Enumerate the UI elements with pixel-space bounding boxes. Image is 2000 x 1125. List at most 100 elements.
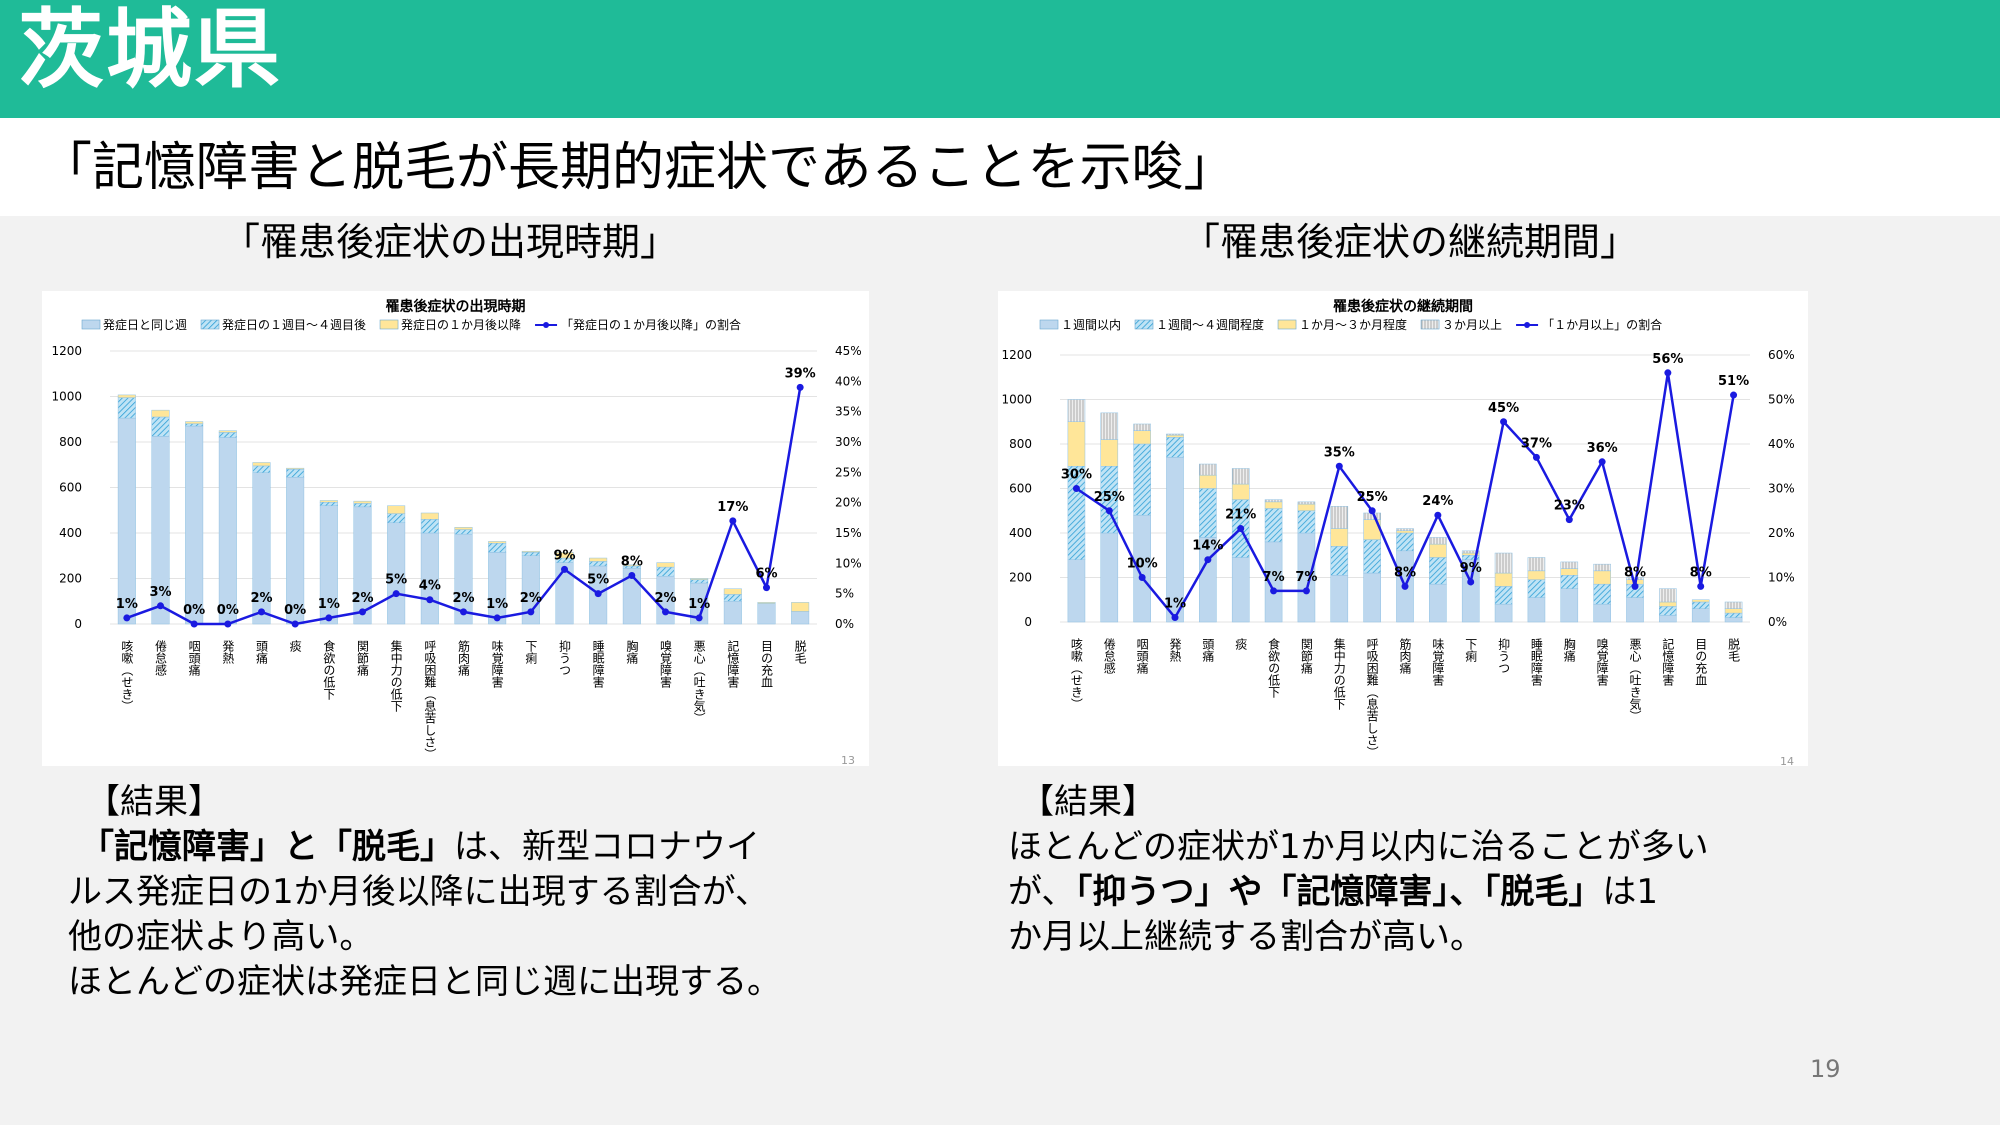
ratio-label: 2% — [250, 591, 272, 606]
y2-tick-label: 0% — [1768, 615, 1787, 629]
right-result-text3: か月以上継続する割合が高い。 — [1008, 917, 1484, 957]
left-result-text1: は、新型コロナウイ — [454, 827, 760, 867]
y-tick-label: 600 — [59, 481, 82, 495]
bar-segment — [151, 416, 170, 437]
right-section-title: 「罹患後症状の継続期間」 — [1181, 220, 1638, 264]
y2-tick-label: 45% — [835, 344, 862, 358]
duration-chart: 罹患後症状の継続期間 １週間以内 １週間～４週間程度 １か月～３か月程度 ３か月以上 「１… — [998, 291, 1808, 766]
ratio-label: 2% — [520, 591, 542, 606]
bar-segment — [1724, 617, 1743, 623]
bar-segment — [1396, 532, 1414, 552]
x-tick-label: 脱毛 — [793, 639, 807, 664]
bar-segment — [1297, 510, 1316, 534]
legend-swatch — [1420, 319, 1440, 330]
ratio-point — [1105, 507, 1113, 515]
bar-segment — [521, 550, 540, 553]
bar-segment — [185, 421, 204, 425]
ratio-point — [157, 602, 164, 610]
x-tick-label: 味覚障害 — [490, 640, 504, 689]
y-tick-label: 1000 — [51, 390, 82, 404]
bar-segment — [488, 542, 507, 553]
ratio-label: 2% — [654, 591, 676, 606]
x-tick-label: 目の充血 — [760, 640, 774, 688]
bar-segment — [286, 469, 305, 478]
bar-segment — [1231, 557, 1250, 623]
ratio-point — [729, 517, 737, 525]
right-result-text1: ほとんどの症状が1か月以内に治ることが多い — [1008, 827, 1709, 867]
x-tick-label: 抑うつ — [558, 639, 572, 676]
bar-segment — [723, 601, 742, 625]
y2-tick-label: 40% — [835, 374, 862, 388]
bar-segment — [589, 557, 608, 562]
ratio-label: 7% — [1295, 570, 1317, 585]
legend-line-label: 「１か月以上」の割合 — [1542, 317, 1662, 332]
ratio-point — [1532, 453, 1540, 461]
legend-label: １週間以内 — [1061, 318, 1121, 332]
bar-segment — [1527, 570, 1546, 580]
bar-segment — [454, 527, 473, 530]
y2-tick-label: 10% — [835, 556, 862, 570]
x-tick-label: 発熱 — [1168, 638, 1182, 663]
chart-page-label: 14 — [1780, 755, 1794, 766]
bar-segment — [1396, 528, 1414, 532]
ratio-point — [1204, 556, 1212, 564]
ratio-point — [123, 614, 131, 622]
ratio-label: 8% — [1690, 565, 1712, 580]
bar-segment — [1166, 433, 1184, 436]
ratio-point — [1434, 511, 1442, 519]
left-result-bold: 「記憶障害」と「脱毛」 — [80, 827, 454, 867]
page-number: 19 — [1810, 1055, 1841, 1083]
y2-tick-label: 50% — [1768, 393, 1795, 407]
bar-segment — [1494, 552, 1513, 574]
bar-segment — [151, 409, 170, 418]
bar-segment — [353, 503, 372, 508]
ratio-point — [1565, 516, 1573, 524]
y-tick-label: 400 — [1009, 526, 1032, 540]
y2-tick-label: 60% — [1768, 348, 1795, 362]
y-tick-label: 1200 — [1001, 348, 1032, 362]
bar-segment — [1659, 588, 1677, 603]
x-tick-label: 倦怠感 — [1102, 638, 1116, 674]
legend-label: 発症日の１週目～４週目後 — [222, 317, 366, 332]
bar-segment — [1067, 559, 1086, 623]
bar-segment — [1067, 421, 1086, 467]
bar-segment — [1461, 550, 1480, 554]
onset-chart: 罹患後症状の出現時期 発症日と同じ週 発症日の１週目～４週目後 発症日の１か月後以降 「… — [42, 291, 869, 766]
legend-swatch — [379, 319, 399, 330]
bar-segment — [1691, 608, 1710, 623]
bar-segment — [1199, 488, 1217, 538]
right-result-text2b: は1 — [1602, 872, 1658, 912]
bar-segment — [1264, 499, 1283, 503]
bar-segment — [1264, 501, 1283, 509]
ratio-point — [392, 590, 400, 598]
ratio-label: 23% — [1554, 499, 1585, 514]
x-tick-label: 倦怠感 — [154, 640, 168, 676]
x-tick-label: 抑うつ — [1497, 637, 1511, 674]
bar-segment — [1297, 501, 1316, 505]
chart-page-label: 13 — [841, 754, 855, 766]
ratio-point — [258, 608, 265, 616]
x-tick-label: 集中力の低下 — [389, 639, 403, 712]
y2-tick-label: 5% — [835, 587, 854, 601]
ratio-label: 14% — [1192, 539, 1223, 554]
bar-segment — [387, 513, 406, 524]
ratio-point — [1171, 614, 1179, 622]
left-result-heading: 【結果】 — [86, 782, 222, 822]
x-tick-label: 呼吸困難（息苦しさ） — [1365, 638, 1379, 758]
bar-segment — [1330, 506, 1349, 529]
ratio-point — [460, 608, 467, 616]
x-tick-label: 咽頭痛 — [187, 640, 201, 677]
right-result-bold: 「抑うつ」や「記憶障害」、「脱毛」 — [1075, 872, 1603, 912]
bar-segment — [555, 552, 574, 559]
bar-segment — [791, 611, 810, 625]
ratio-label: 1% — [318, 597, 340, 612]
bar-segment — [1330, 546, 1349, 576]
bar-segment — [1560, 575, 1579, 589]
ratio-point — [359, 608, 366, 616]
ratio-label: 45% — [1488, 401, 1519, 416]
ratio-label: 0% — [284, 603, 306, 618]
y2-tick-label: 20% — [835, 496, 862, 510]
legend-label: 発症日と同じ週 — [103, 317, 187, 332]
ratio-point — [594, 590, 602, 598]
